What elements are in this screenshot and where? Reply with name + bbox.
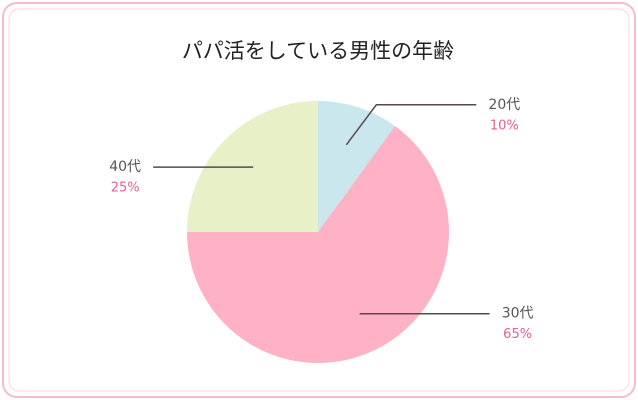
chart-title: パパ活をしている男性の年齢	[182, 39, 454, 63]
pie-slice	[187, 126, 450, 364]
category-label: 30代	[502, 306, 534, 322]
value-label: 10%	[490, 118, 519, 133]
frame-inner	[8, 8, 630, 392]
pie-slice	[318, 101, 395, 232]
value-label: 25%	[111, 181, 140, 196]
category-label: 20代	[488, 97, 520, 113]
leader-line	[345, 104, 477, 146]
value-label: 65%	[503, 327, 532, 342]
category-label: 40代	[109, 159, 141, 175]
